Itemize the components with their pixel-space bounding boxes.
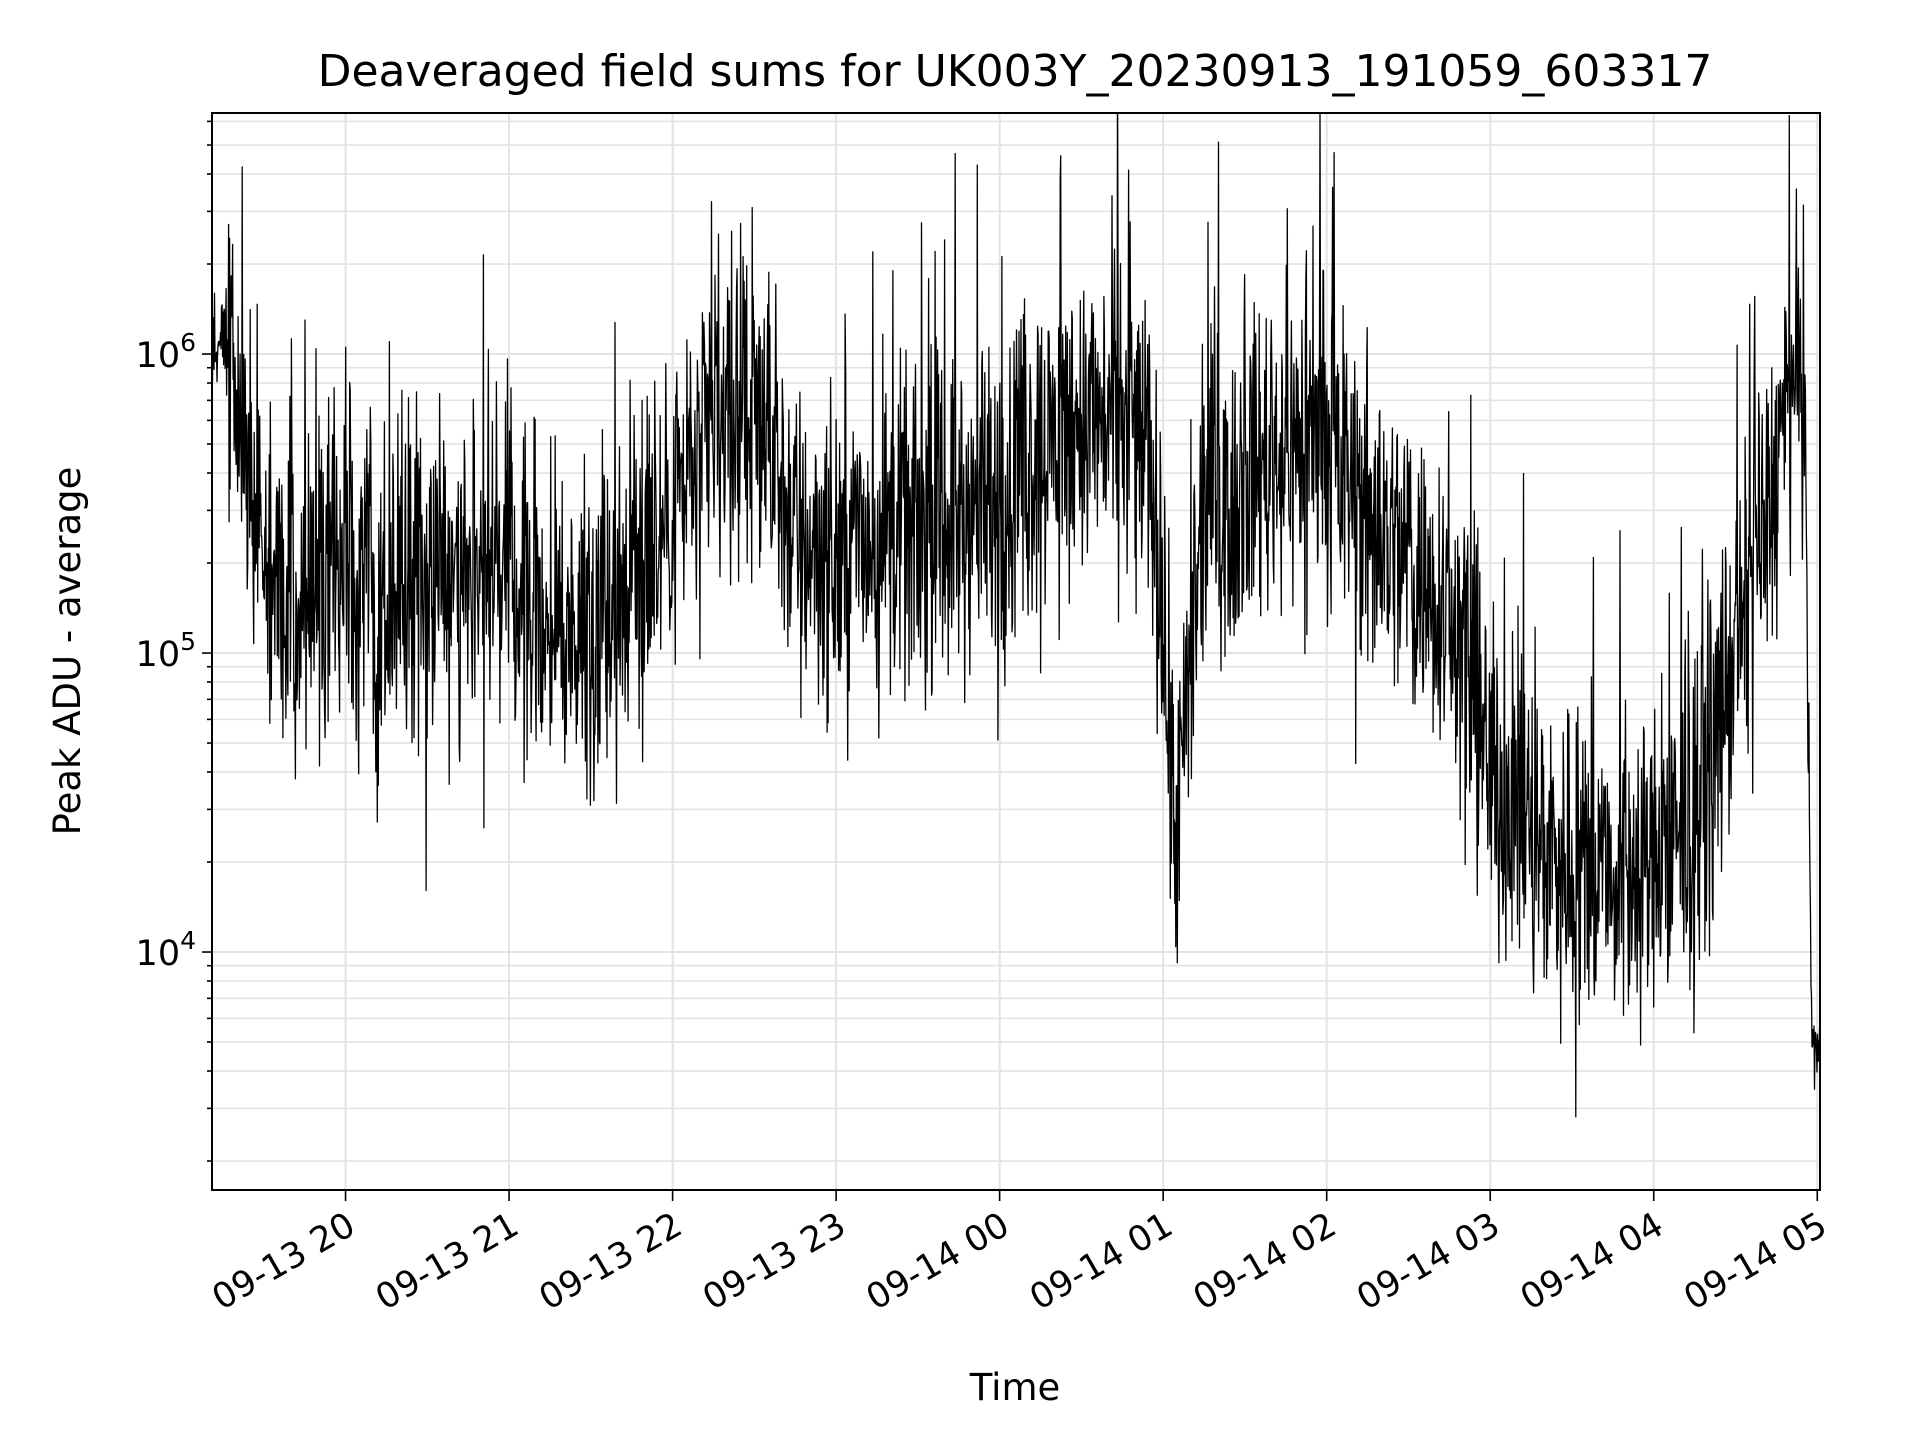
y-tick-label-exp: 4 [180,926,196,955]
plot-area [212,113,1820,1118]
y-tick-label-exp: 5 [180,627,196,656]
y-tick-label: 106 [136,328,196,376]
y-tick-label-base: 10 [136,635,181,675]
x-axis-label: Time [969,1366,1061,1409]
chart-title: Deaveraged field sums for UK003Y_2023091… [318,46,1713,97]
y-tick-label: 105 [136,627,196,675]
y-tick-label-exp: 6 [180,328,196,357]
y-tick-label-base: 10 [136,934,181,974]
plot-frame [211,112,1821,1191]
y-tick-label-base: 10 [136,336,181,376]
y-tick-label: 104 [136,926,196,974]
y-axis-label: Peak ADU - average [46,467,89,836]
series-line [212,113,1820,1118]
